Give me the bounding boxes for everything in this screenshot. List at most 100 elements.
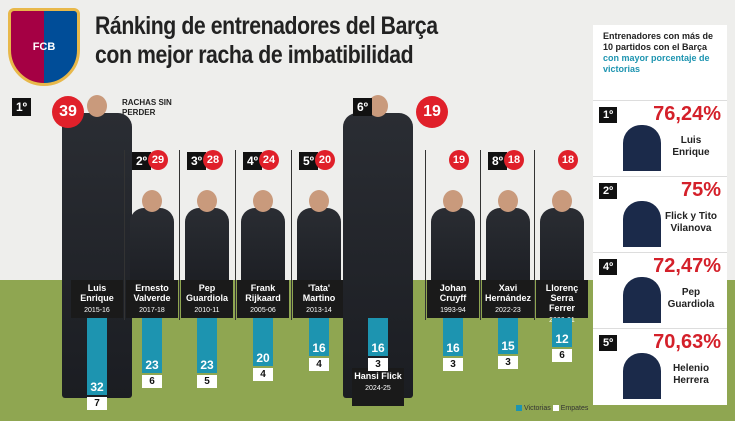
panel-item: 1º 76,24% Luis Enrique [593,100,727,172]
coach-head [197,190,217,212]
coach-name: Pep Guardiola [667,287,715,310]
empates-bar: 3 [368,358,388,372]
racha-circle: 18 [504,150,524,170]
coach-photo [431,208,475,293]
coach-head [443,190,463,212]
coach-head [309,190,329,212]
coach-label: Luis Enrique 2015-16 [71,280,123,318]
coach-photo [623,277,661,323]
rank-badge: 8º [488,152,508,170]
coach-head [253,190,273,212]
coach-name: Llorenç Serra Ferrer [545,283,579,313]
coach-label: Llorenç Serra Ferrer2000-01 [536,280,588,324]
empates-bar: 4 [309,358,329,372]
coach-label: Hansi Flick 2024-25 [352,368,404,406]
coach-photo [297,208,341,293]
victorias-bar: 15 [498,318,518,354]
legend-empates: Empates [560,405,589,412]
empates-bar: 3 [443,358,463,372]
victorias-bar: 23 [142,318,162,374]
coach-photo [130,208,174,293]
coach-label: Xavi Hernández 2022-23 [482,280,534,318]
empates-bar: 5 [197,375,217,389]
coach-name: Ernesto Valverde [133,283,171,303]
coach-photo [486,208,530,293]
legend-swatch-empates [552,405,559,412]
coach-photo [540,208,584,293]
victorias-bar: 16 [443,318,463,357]
panel-heading: Entrenadores con más de 10 partidos con … [593,25,727,75]
victorias-bar: 23 [197,318,217,374]
coach-season: 2024-25 [365,385,391,392]
racha-circle: 19 [416,96,448,128]
page-title: Ránking de entrenadores del Barça con mej… [95,12,438,70]
empates-bar: 6 [142,375,162,389]
racha-circle: 39 [52,96,84,128]
panel-rank: 2º [599,183,618,199]
coach-name: Luis Enrique [80,283,114,303]
coach-photo [241,208,285,293]
coach-season: 2022-23 [495,307,521,314]
empates-bar: 3 [498,356,518,369]
coach-label: Ernesto Valverde 2017-18 [126,280,178,318]
rank-badge: 3º [187,152,207,170]
column-divider [425,150,426,320]
coach-head [87,95,107,117]
coach-name: Flick y Tito Vilanova [664,211,718,234]
coach-name: Frank Rijkaard [245,283,281,303]
coach-head [552,190,572,212]
racha-circle: 24 [259,150,279,170]
coach-photo [623,125,661,171]
title-line-2: con mejor racha de imbatibilidad [95,41,414,69]
column-divider [124,150,125,320]
coach-head [142,190,162,212]
coach-label: Frank Rijkaard 2005-06 [237,280,289,318]
coach-label: Pep Guardiola 2010-11 [181,280,233,318]
victorias-bar: 32 [87,318,107,395]
panel-item: 5º 70,63% Helenio Herrera [593,328,727,400]
logo-text: FCB [32,41,56,53]
victorias-bar: 16 [368,318,388,357]
coach-season: 2017-18 [139,307,165,314]
panel-item: 2º 75% Flick y Tito Vilanova [593,176,727,248]
coach-label: 'Tata' Martino 2013-14 [293,280,345,318]
panel-rank: 1º [599,107,618,123]
coach-name: Pep Guardiola [185,283,228,303]
empates-bar: 7 [87,396,107,410]
rank-badge: 4º [243,152,263,170]
coach-name: Johan Cruyff [439,283,467,303]
panel-rank: 5º [599,335,618,351]
column-divider [291,150,292,320]
victorias-bar: 12 [552,318,572,347]
coach-name: Luis Enrique [672,135,710,158]
coach-head [368,95,388,117]
panel-heading-highlight: con mayor porcentaje de victorias [603,53,710,74]
panel-heading-text: Entrenadores con más de 10 partidos con … [603,31,714,52]
coach-season: 2013-14 [306,307,332,314]
rank-badge: 2º [132,152,152,170]
racha-circle: 19 [449,150,469,170]
coach-photo [623,353,661,399]
victorias-bar: 20 [253,318,273,366]
fcb-crest-logo: FCB [8,8,80,86]
coach-season: 2010-11 [194,307,220,314]
win-percentage: 72,47% [653,255,721,277]
rank-badge: 1º [12,98,32,116]
racha-circle: 18 [558,150,578,170]
racha-circle: 28 [203,150,223,170]
empates-bar: 4 [253,368,273,381]
legend: Victorias Empates [514,405,588,412]
coach-name: Xavi Hernández [484,283,531,303]
coach-photo [185,208,229,293]
panel-rank: 4º [599,259,618,275]
win-percentage-panel: Entrenadores con más de 10 partidos con … [593,25,727,405]
coach-head [498,190,518,212]
coach-name: 'Tata' Martino [302,283,336,303]
legend-victorias: Victorias [524,405,551,412]
racha-circle: 20 [315,150,335,170]
coach-season: 1993-94 [440,307,466,314]
racha-circle: 29 [148,150,168,170]
panel-item: 4º 72,47% Pep Guardiola [593,252,727,324]
coach-photo [623,201,661,247]
column-divider [534,150,535,320]
